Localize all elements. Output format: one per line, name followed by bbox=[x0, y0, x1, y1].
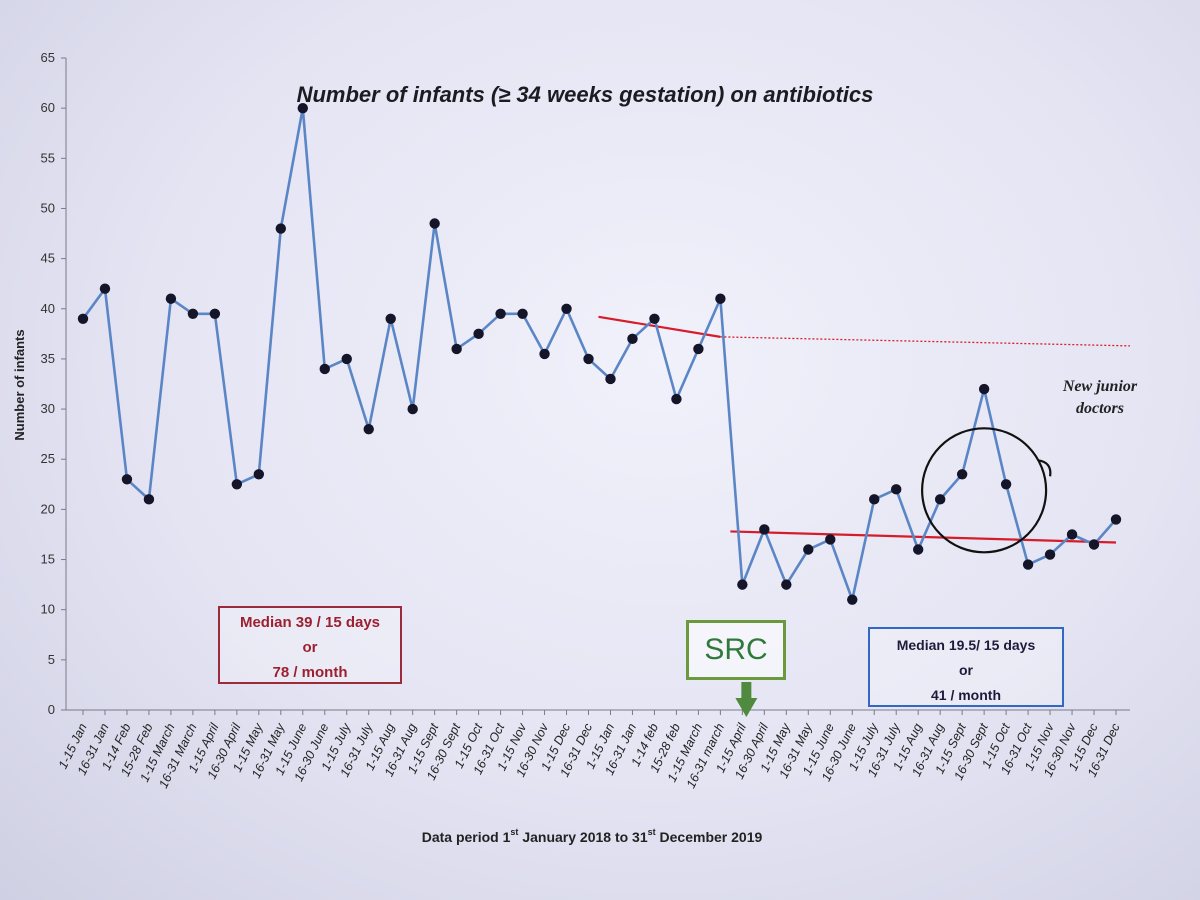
data-point bbox=[956, 469, 968, 480]
y-tick-label: 15 bbox=[41, 552, 55, 567]
data-point bbox=[715, 293, 726, 304]
y-tick-label: 40 bbox=[41, 301, 55, 316]
median-after-line1: Median 19.5/ 15 days bbox=[896, 637, 1036, 653]
median-after-box: Median 19.5/ 15 days or 41 / month bbox=[868, 627, 1064, 707]
callout-text: New junior doctors bbox=[1040, 376, 1160, 420]
data-point bbox=[253, 469, 265, 480]
y-tick-label: 65 bbox=[41, 50, 55, 65]
src-intervention-label: SRC bbox=[686, 620, 786, 680]
data-point bbox=[978, 383, 990, 395]
callout-tail bbox=[1037, 459, 1052, 477]
callout-ring bbox=[921, 427, 1048, 554]
data-point bbox=[539, 348, 550, 360]
callout-line2: doctors bbox=[1076, 400, 1124, 417]
data-point bbox=[121, 474, 133, 485]
y-tick-label: 35 bbox=[41, 351, 55, 366]
y-tick-label: 25 bbox=[41, 451, 55, 466]
y-axis: 0 5 10 15 20 25 30 35 40 45 50 55 60 65 bbox=[41, 50, 67, 717]
y-tick-label: 20 bbox=[41, 501, 55, 516]
data-point bbox=[1022, 559, 1034, 570]
data-point bbox=[341, 353, 352, 365]
data-point bbox=[429, 218, 440, 229]
data-point bbox=[209, 308, 221, 319]
data-point bbox=[407, 403, 418, 415]
data-point bbox=[759, 524, 770, 535]
median-before-line1: Median 39 / 15 days bbox=[239, 614, 381, 631]
data-point bbox=[275, 223, 287, 234]
data-point bbox=[495, 308, 506, 319]
data-point bbox=[187, 308, 199, 319]
median-after-line3: 41 / month bbox=[930, 687, 1001, 703]
y-tick-label: 45 bbox=[41, 251, 55, 266]
data-point bbox=[297, 102, 308, 114]
y-axis-label: Number of infants bbox=[12, 329, 27, 440]
data-point bbox=[781, 579, 792, 590]
series-line bbox=[81, 106, 1117, 601]
median-lines bbox=[598, 315, 1131, 544]
data-point bbox=[912, 544, 924, 555]
data-point bbox=[517, 308, 528, 319]
data-point bbox=[891, 484, 902, 495]
y-tick-label: 60 bbox=[41, 100, 55, 115]
data-point bbox=[737, 579, 748, 590]
src-arrow-head bbox=[735, 698, 758, 717]
median-before-line3: 78 / month bbox=[272, 664, 348, 681]
data-point bbox=[1044, 549, 1056, 560]
data-point bbox=[363, 423, 374, 435]
data-point bbox=[583, 353, 594, 365]
y-tick-label: 55 bbox=[41, 150, 55, 165]
data-point bbox=[77, 313, 89, 324]
data-point bbox=[869, 494, 880, 505]
data-point bbox=[934, 494, 946, 505]
y-tick-label: 50 bbox=[41, 200, 55, 215]
data-point bbox=[473, 328, 484, 340]
data-point bbox=[605, 373, 616, 385]
data-point bbox=[561, 303, 572, 314]
chart-title: Number of infants (≥ 34 weeks gestation)… bbox=[297, 82, 874, 107]
data-point bbox=[803, 544, 814, 555]
data-point bbox=[825, 534, 836, 545]
y-tick-label: 10 bbox=[41, 602, 55, 617]
callout-circle bbox=[921, 427, 1052, 554]
median-extension-line bbox=[720, 336, 1131, 347]
data-point bbox=[143, 494, 155, 505]
median-before-line2: or bbox=[302, 639, 318, 656]
data-point bbox=[649, 313, 660, 324]
data-point bbox=[671, 393, 682, 405]
median-after-line2: or bbox=[959, 662, 973, 678]
data-point bbox=[385, 313, 396, 324]
data-point bbox=[847, 594, 858, 605]
data-point bbox=[319, 363, 330, 375]
data-point bbox=[1000, 479, 1012, 490]
src-arrow bbox=[735, 682, 758, 717]
data-point bbox=[99, 283, 111, 294]
y-tick-label: 5 bbox=[48, 652, 55, 667]
data-series bbox=[77, 102, 1122, 605]
data-point bbox=[693, 343, 704, 355]
median-before-box: Median 39 / 15 days or 78 / month bbox=[218, 606, 402, 684]
data-point bbox=[627, 333, 638, 345]
src-arrow-shaft bbox=[741, 682, 752, 700]
y-tick-label: 30 bbox=[41, 401, 55, 416]
data-point bbox=[1066, 529, 1078, 540]
y-tick-label: 0 bbox=[48, 702, 55, 717]
median-line bbox=[598, 315, 721, 338]
data-point bbox=[165, 293, 177, 304]
data-point bbox=[1088, 539, 1100, 550]
data-point bbox=[231, 479, 243, 490]
callout-line1: New junior bbox=[1062, 378, 1138, 395]
data-point bbox=[1110, 514, 1122, 525]
data-point bbox=[451, 343, 462, 355]
x-axis-label: Data period 1st January 2018 to 31st Dec… bbox=[422, 827, 763, 845]
